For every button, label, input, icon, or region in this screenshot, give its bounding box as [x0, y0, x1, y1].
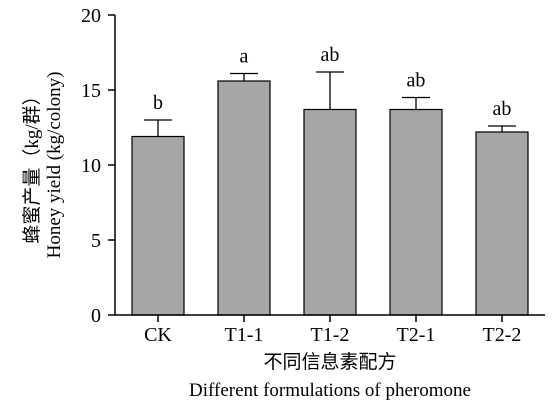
x-tick-label: CK [144, 324, 172, 346]
bar-series [131, 80, 529, 316]
significance-labels: b a ab ab ab [153, 44, 511, 120]
x-axis-label-en: Different formulations of pheromone [189, 380, 471, 401]
significance-label: ab [493, 98, 512, 120]
x-tick-label: T1-1 [225, 324, 264, 346]
bar-t1-2 [303, 108, 357, 316]
y-axis-label-en: Honey yield (kg/colony) [44, 72, 65, 259]
y-tick-label: 20 [81, 5, 101, 27]
x-axis-ticks: CK T1-1 T1-2 T2-1 T2-2 [144, 315, 521, 346]
significance-label: ab [321, 44, 340, 66]
bar-ck [131, 135, 185, 316]
y-tick-label: 10 [81, 155, 101, 177]
y-tick-label: 15 [81, 80, 101, 102]
significance-label: b [153, 92, 163, 114]
y-tick-label: 5 [91, 230, 101, 252]
bar-t1-1 [217, 80, 271, 316]
bar-t2-2 [475, 131, 529, 316]
significance-label: a [240, 46, 249, 68]
error-bars [144, 71, 516, 137]
bar-t2-1 [389, 108, 443, 316]
x-tick-label: T2-2 [483, 324, 522, 346]
significance-label: ab [407, 70, 426, 92]
y-axis-label-zh: 蜂蜜产量（kg/群） [21, 86, 43, 243]
x-tick-label: T1-2 [311, 324, 350, 346]
y-tick-label: 0 [91, 305, 101, 327]
y-axis-ticks: 0 5 10 15 20 [81, 5, 115, 327]
x-tick-label: T2-1 [397, 324, 436, 346]
x-axis-label-zh: 不同信息素配方 [263, 351, 396, 373]
